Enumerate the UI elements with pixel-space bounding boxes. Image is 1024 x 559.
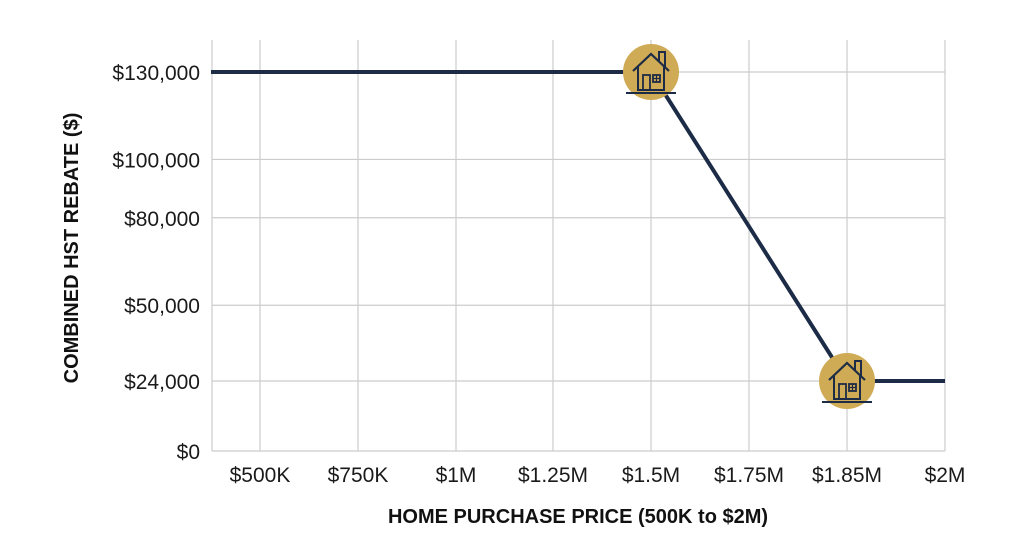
y-tick-label: $130,000 — [112, 62, 200, 85]
y-tick-label: $80,000 — [124, 208, 200, 231]
markers — [623, 44, 875, 409]
grid — [211, 40, 946, 452]
series-lines — [211, 70, 945, 383]
x-axis-ticks: $500K $750K $1M $1.25M $1.5M $1.75M $1.85M $2M — [230, 464, 966, 487]
y-axis-ticks: $0 $24,000 $50,000 $80,000 $100,000 $130,000 — [112, 62, 200, 464]
x-tick-label: $1.5M — [622, 464, 680, 487]
y-tick-label: $24,000 — [124, 371, 200, 394]
house-icon — [626, 51, 676, 94]
x-tick-label: $1.25M — [518, 464, 588, 487]
x-axis-title: HOME PURCHASE PRICE (500K to $2M) — [388, 506, 768, 528]
house-marker — [623, 44, 679, 100]
y-axis-title: COMBINED HST REBATE ($) — [61, 113, 83, 384]
x-tick-label: $1M — [436, 464, 477, 487]
series-line — [211, 70, 945, 383]
x-tick-label: $1.75M — [714, 464, 784, 487]
house-marker — [819, 353, 875, 409]
y-tick-label: $100,000 — [112, 149, 200, 172]
y-tick-label: $0 — [177, 441, 200, 464]
x-tick-label: $750K — [328, 464, 389, 487]
marker-circle — [819, 353, 875, 409]
x-tick-label: $500K — [230, 464, 291, 487]
y-tick-label: $50,000 — [124, 295, 200, 318]
x-tick-label: $2M — [925, 464, 966, 487]
house-icon — [822, 360, 872, 403]
marker-circle — [623, 44, 679, 100]
x-tick-label: $1.85M — [812, 464, 882, 487]
